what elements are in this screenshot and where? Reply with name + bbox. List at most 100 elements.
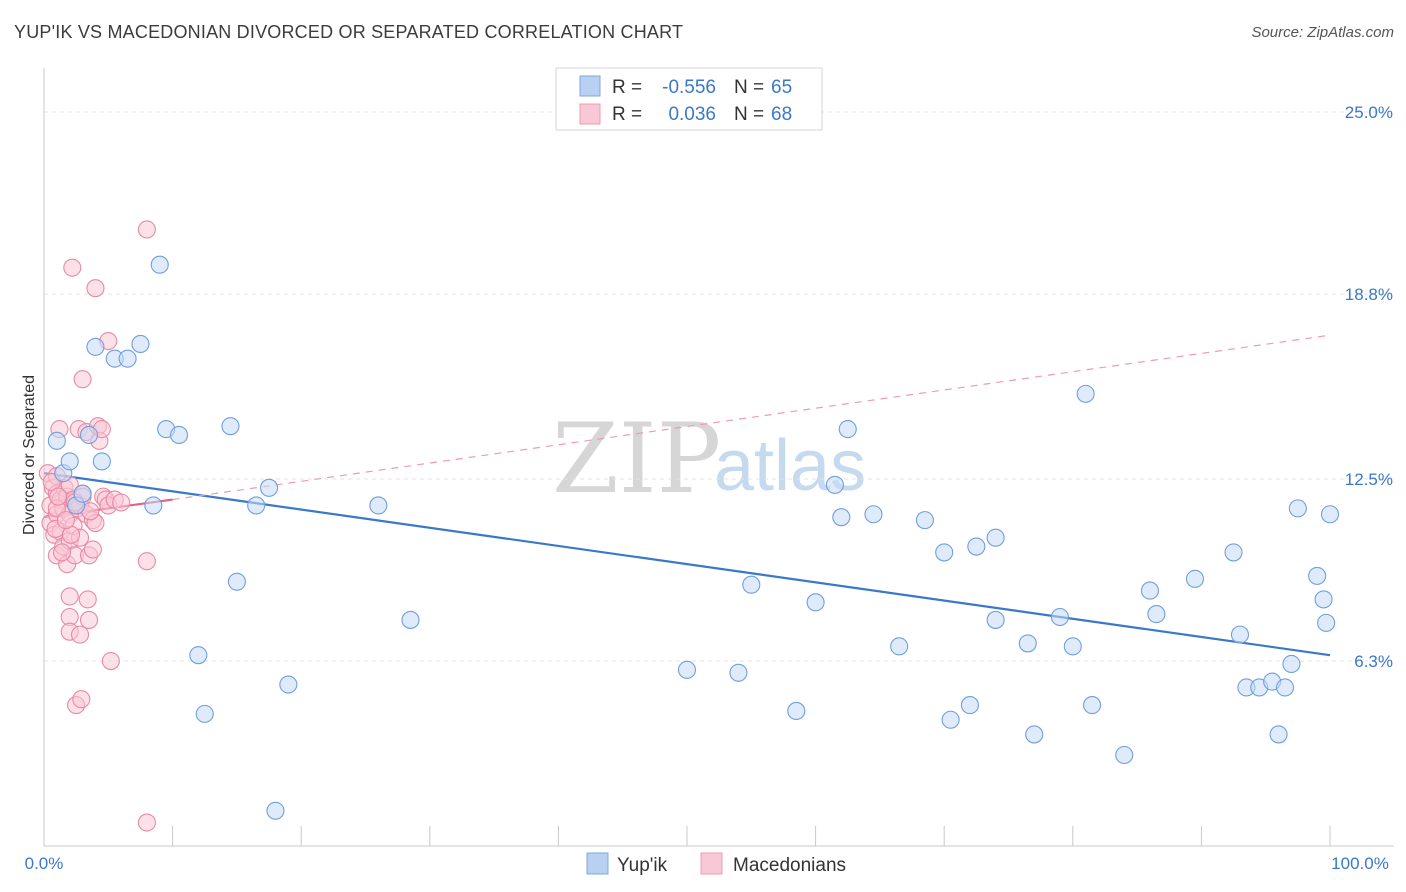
yupik-point <box>787 701 806 721</box>
yupik-points <box>47 255 1340 820</box>
yupik-point <box>86 337 105 356</box>
yupik-point <box>189 646 208 665</box>
y-tick-label: 6.3% <box>1354 652 1393 671</box>
legend-r-label-blue: R = <box>612 77 642 98</box>
bottom-legend-label-blue: Yup'ik <box>617 855 668 876</box>
macedonians-point <box>83 540 102 559</box>
y-tick-label: 18.8% <box>1345 285 1393 304</box>
yupik-point <box>941 710 960 729</box>
yupik-point <box>1147 605 1166 624</box>
macedonians-point <box>137 220 156 239</box>
yupik-point <box>742 575 761 594</box>
macedonians-point <box>73 370 92 389</box>
yupik-point <box>1230 625 1250 644</box>
legend-n-label-blue: N = <box>734 77 764 98</box>
yupik-point <box>890 637 909 656</box>
macedonians-point <box>112 493 131 512</box>
x-ticks <box>172 826 1331 846</box>
legend-n-value-pink: 68 <box>771 104 792 125</box>
yupik-point <box>832 508 851 527</box>
macedonians-point <box>137 552 156 571</box>
yupik-point <box>60 452 79 471</box>
yupik-point <box>144 496 163 515</box>
yupik-point <box>401 610 420 629</box>
macedonians-point <box>101 651 120 671</box>
yupik-point <box>1224 543 1243 562</box>
yupik-point <box>986 610 1005 629</box>
legend-r-label-pink: R = <box>612 104 642 125</box>
macedonians-points <box>38 220 156 832</box>
macedonians-point <box>86 279 105 298</box>
yupik-point <box>150 255 169 274</box>
yupik-point <box>131 334 150 354</box>
yupik-point <box>1269 725 1288 744</box>
macedonians-point <box>63 258 82 277</box>
yupik-point <box>1140 581 1160 600</box>
yupik-point <box>677 660 697 679</box>
yupik-point <box>960 696 979 715</box>
y-tick-label: 12.5% <box>1345 470 1393 489</box>
macedonians-point <box>52 543 72 562</box>
yupik-point <box>169 425 189 445</box>
yupik-point <box>967 537 986 556</box>
bottom-legend: Yup'ik Macedonians <box>586 852 846 876</box>
bottom-legend-label-pink: Macedonians <box>733 855 846 876</box>
legend-r-value-blue: -0.556 <box>662 77 716 98</box>
bottom-legend-swatch-blue <box>586 852 609 875</box>
x-tick-label-max: 100.0% <box>1331 854 1389 873</box>
yupik-point <box>195 704 214 723</box>
macedonians-point <box>78 590 97 609</box>
legend-r-value-pink: 0.036 <box>668 104 716 125</box>
yupik-point <box>266 801 285 820</box>
yupik-point <box>986 528 1005 547</box>
bottom-legend-swatch-pink <box>700 852 723 875</box>
macedonians-point <box>49 487 68 506</box>
yupik-point <box>369 496 388 515</box>
yupik-point <box>1018 634 1037 653</box>
watermark-atlas: atlas <box>714 426 866 506</box>
yupik-point <box>1275 678 1295 697</box>
yupik-point <box>915 511 934 530</box>
watermark-zip: ZIP <box>552 403 721 515</box>
macedonians-point <box>72 690 91 709</box>
macedonians-point <box>56 511 75 530</box>
yupik-point <box>247 496 266 515</box>
yupik-point <box>1115 745 1134 765</box>
yupik-point <box>864 505 883 524</box>
yupik-point <box>47 431 66 450</box>
legend-n-value-blue: 65 <box>771 77 792 98</box>
yupik-point <box>729 663 748 682</box>
legend-n-label-pink: N = <box>734 104 764 125</box>
yupik-point <box>73 484 92 503</box>
yupik-point <box>1317 613 1336 632</box>
yupik-point <box>1185 569 1205 588</box>
x-tick-label-min: 0.0% <box>25 854 64 873</box>
macedonians-point <box>79 610 99 629</box>
yupik-point <box>92 452 111 471</box>
yupik-point <box>221 417 240 436</box>
y-tick-label: 25.0% <box>1345 103 1393 122</box>
legend-swatch-pink <box>579 103 601 125</box>
macedonians-point <box>70 625 90 644</box>
yupik-point <box>1083 696 1102 715</box>
yupik-point <box>1063 637 1082 656</box>
yupik-point <box>1282 654 1301 674</box>
yupik-point <box>838 420 857 439</box>
top-legend: R = -0.556 N = 65 R = 0.036 N = 68 <box>555 67 823 131</box>
macedonians-point <box>137 813 156 832</box>
yupik-point <box>79 425 99 445</box>
yupik-point <box>227 572 246 591</box>
yupik-point <box>1025 725 1044 744</box>
yupik-point <box>1320 505 1340 524</box>
yupik-point <box>1288 499 1307 518</box>
macedonians-point <box>60 587 79 606</box>
yupik-point <box>825 475 844 494</box>
yupik-point <box>1050 607 1069 627</box>
yupik-point <box>1314 590 1333 609</box>
chart-title: YUP'IK VS MACEDONIAN DIVORCED OR SEPARAT… <box>14 22 684 42</box>
yupik-point <box>935 543 954 562</box>
yupik-point <box>1308 566 1327 585</box>
legend-swatch-blue <box>579 75 601 97</box>
y-axis-label: Divorced or Separated <box>21 375 38 535</box>
